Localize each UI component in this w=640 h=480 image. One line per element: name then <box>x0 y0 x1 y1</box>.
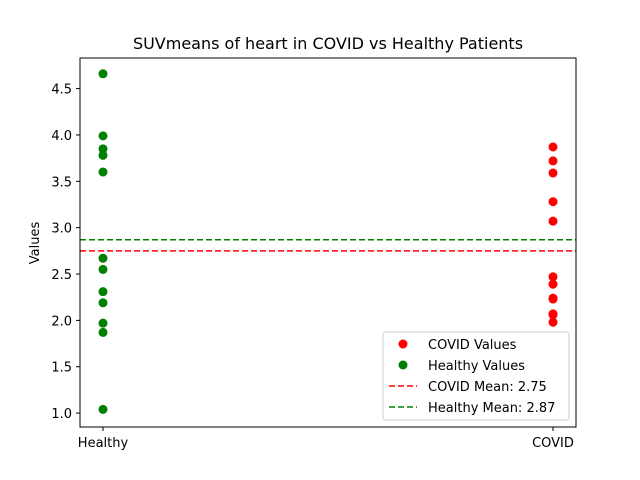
y-tick-label: 1.5 <box>51 361 72 376</box>
data-point <box>98 144 108 154</box>
x-tick-label: COVID <box>532 436 574 451</box>
y-tick-label: 3.5 <box>51 175 72 190</box>
y-tick-label: 2.0 <box>51 314 72 329</box>
y-tick-label: 1.0 <box>51 407 72 422</box>
y-tick-label: 2.5 <box>51 268 72 283</box>
data-point <box>98 327 108 337</box>
legend-box <box>382 331 570 421</box>
y-axis-label: Values <box>28 222 43 265</box>
data-point <box>98 69 108 79</box>
y-tick-label: 4.0 <box>51 129 72 144</box>
data-point <box>548 142 558 152</box>
data-point <box>548 197 558 207</box>
chart-title: SUVmeans of heart in COVID vs Healthy Pa… <box>133 34 523 53</box>
data-point <box>548 156 558 166</box>
data-point <box>98 264 108 274</box>
data-point <box>548 310 558 320</box>
legend-label: Healthy Mean: 2.87 <box>428 401 555 416</box>
y-tick-label: 3.0 <box>51 222 72 237</box>
data-point <box>548 216 558 226</box>
legend-label: COVID Values <box>428 338 517 353</box>
data-point <box>548 317 558 327</box>
data-point <box>98 298 108 308</box>
plot-area: 1.0 1.5 2.0 2.5 3.0 3.5 4.0 4.5 Healthy COVID <box>51 69 576 451</box>
data-point <box>548 272 558 282</box>
data-point <box>98 287 108 297</box>
data-point <box>98 150 108 160</box>
legend-label: Healthy Values <box>428 359 525 374</box>
data-point <box>548 294 558 304</box>
data-point <box>98 404 108 414</box>
data-point <box>98 318 108 328</box>
legend-marker <box>398 360 408 370</box>
y-tick-label: 4.5 <box>51 83 72 98</box>
data-point <box>98 131 108 141</box>
legend: COVID Values Healthy Values COVID Mean: 2.… <box>382 331 570 421</box>
plot-frame <box>79 57 577 428</box>
legend-marker <box>398 339 408 349</box>
legend-label: COVID Mean: 2.75 <box>428 380 547 395</box>
data-point <box>98 253 108 263</box>
data-point <box>98 167 108 177</box>
x-tick-label: Healthy <box>78 436 129 451</box>
data-point <box>548 279 558 289</box>
data-point <box>548 168 558 178</box>
